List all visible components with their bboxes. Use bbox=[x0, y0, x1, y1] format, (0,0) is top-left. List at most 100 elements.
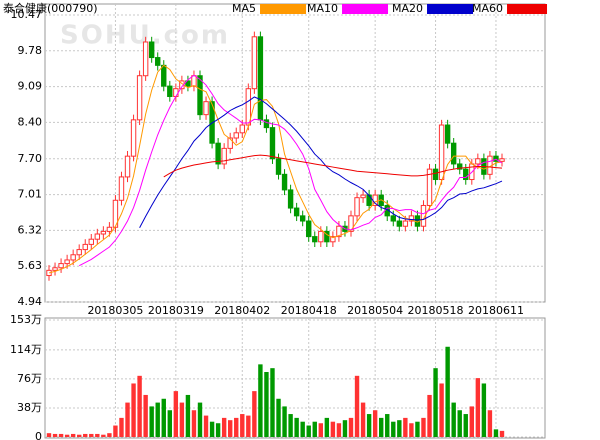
y-tick-label: 4.94 bbox=[18, 295, 43, 308]
x-tick-label: 20180319 bbox=[148, 304, 204, 317]
candle-body bbox=[124, 155, 131, 178]
candle-body bbox=[227, 137, 233, 149]
y-tick-label: 6.32 bbox=[18, 223, 43, 236]
volume-bar bbox=[282, 406, 287, 437]
volume-bar bbox=[421, 417, 426, 437]
candle-body bbox=[281, 173, 288, 191]
volume-bar bbox=[252, 391, 257, 437]
volume-bar bbox=[107, 433, 112, 437]
y-tick-label: 8.40 bbox=[18, 115, 43, 128]
candle-body bbox=[88, 238, 94, 245]
candle-body bbox=[330, 236, 336, 243]
y-tick-label: 7.01 bbox=[18, 188, 43, 201]
volume-bar bbox=[445, 346, 450, 437]
volume-bar bbox=[372, 410, 378, 437]
volume-bar bbox=[457, 410, 462, 437]
candle-body bbox=[203, 101, 209, 116]
candle-body bbox=[148, 41, 155, 59]
candle-body bbox=[233, 132, 239, 139]
candle-body bbox=[312, 236, 318, 243]
volume-bar bbox=[487, 410, 493, 437]
volume-bar bbox=[240, 414, 245, 437]
y-tick-label: 5.63 bbox=[18, 259, 43, 272]
candle-body bbox=[336, 225, 342, 238]
candle-body bbox=[130, 119, 137, 157]
candle-body bbox=[161, 64, 167, 87]
candle-body bbox=[293, 207, 300, 217]
candle-body bbox=[191, 75, 197, 87]
volume-bar bbox=[64, 434, 70, 437]
candle-body bbox=[52, 267, 58, 271]
candle-body bbox=[299, 215, 306, 222]
volume-bar bbox=[143, 394, 148, 437]
x-tick-label: 20180504 bbox=[347, 304, 403, 317]
candle-body bbox=[408, 215, 415, 222]
volume-bar bbox=[125, 402, 130, 437]
ma-line bbox=[139, 96, 503, 229]
y-tick-label: 10.47 bbox=[11, 8, 43, 21]
legend-swatch bbox=[342, 4, 389, 14]
volume-bar bbox=[185, 394, 191, 437]
candle-body bbox=[432, 168, 439, 181]
volume-bar bbox=[318, 423, 323, 437]
volume-tick-label: 114万 bbox=[10, 343, 42, 356]
volume-tick-label: 153万 bbox=[10, 313, 42, 326]
candle-body bbox=[348, 215, 354, 232]
volume-bar bbox=[203, 415, 209, 437]
volume-bar bbox=[312, 421, 317, 437]
volume-tick-label: 0 bbox=[35, 430, 42, 440]
x-tick-label: 20180518 bbox=[408, 304, 464, 317]
y-tick-label: 7.70 bbox=[18, 152, 43, 165]
volume-bar bbox=[246, 415, 251, 437]
candle-body bbox=[366, 194, 372, 206]
volume-bar bbox=[391, 421, 396, 437]
candle-body bbox=[354, 197, 360, 217]
volume-bar bbox=[385, 414, 390, 437]
candle-body bbox=[269, 127, 276, 160]
volume-bar bbox=[113, 425, 118, 437]
volume-bar bbox=[264, 372, 269, 437]
volume-bar bbox=[173, 391, 179, 437]
candle-body bbox=[438, 124, 445, 181]
volume-bar bbox=[439, 383, 444, 437]
y-tick-label: 9.09 bbox=[18, 80, 43, 93]
volume-bar bbox=[179, 402, 185, 437]
candle-body bbox=[390, 215, 396, 222]
candle-body bbox=[263, 119, 270, 129]
volume-bar bbox=[499, 430, 505, 437]
candle-body bbox=[76, 249, 82, 256]
candle-body bbox=[221, 147, 227, 165]
candle-body bbox=[185, 80, 191, 87]
volume-bar bbox=[52, 433, 58, 437]
legend-label: MA5 bbox=[232, 2, 256, 15]
volume-bar bbox=[209, 421, 215, 437]
legend-swatch bbox=[427, 4, 474, 14]
volume-bar bbox=[469, 406, 474, 437]
x-tick-label: 20180418 bbox=[281, 304, 337, 317]
candle-body bbox=[402, 220, 409, 227]
candle-body bbox=[463, 168, 469, 181]
volume-bar bbox=[324, 417, 330, 437]
candle-body bbox=[112, 199, 119, 228]
candle-body bbox=[396, 220, 403, 227]
ma-line bbox=[48, 64, 503, 274]
candle-body bbox=[426, 168, 433, 206]
candle-body bbox=[136, 75, 143, 121]
candle-body bbox=[70, 254, 76, 261]
volume-bar bbox=[191, 410, 197, 437]
ma-line bbox=[163, 154, 503, 178]
volume-bar bbox=[288, 414, 293, 437]
candle-body bbox=[118, 176, 125, 201]
volume-bar bbox=[409, 423, 414, 437]
candle-body bbox=[100, 230, 107, 235]
volume-bar bbox=[137, 375, 142, 437]
volume-bar bbox=[155, 402, 160, 437]
volume-bar bbox=[427, 394, 432, 437]
candle-body bbox=[257, 36, 264, 121]
candle-body bbox=[167, 85, 173, 97]
x-tick-label: 20180305 bbox=[87, 304, 143, 317]
volume-bar bbox=[89, 433, 94, 437]
volume-bar bbox=[83, 433, 88, 437]
volume-bar bbox=[228, 420, 233, 437]
